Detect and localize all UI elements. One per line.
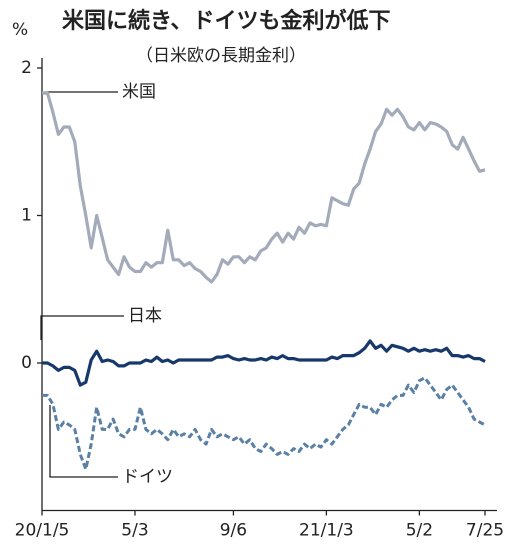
y-tick-label: 0: [21, 353, 32, 373]
series-label: 日本: [128, 306, 162, 326]
series-label: 米国: [122, 82, 156, 102]
x-tick-label: 5/3: [121, 521, 148, 541]
chart-title: 米国に続き、ドイツも金利が低下: [62, 8, 390, 34]
y-tick-label: 1: [21, 206, 32, 226]
series-line: [42, 91, 486, 284]
y-tick-label: 2: [21, 58, 32, 78]
x-tick-label: 21/1/3: [299, 521, 354, 541]
x-tick-label: 9/6: [220, 521, 247, 541]
x-tick-label: 7/25: [466, 521, 504, 541]
leader-line: [49, 405, 118, 478]
x-tick-label: 5/2: [406, 521, 433, 541]
series-label: ドイツ: [122, 467, 173, 487]
x-tick-label: 20/1/5: [15, 521, 70, 541]
y-axis-unit: %: [12, 20, 28, 40]
series-line: [42, 339, 486, 387]
leader-line: [40, 315, 124, 340]
chart-subtitle: （日米欧の長期金利）: [136, 46, 306, 66]
series-line: [42, 376, 486, 471]
